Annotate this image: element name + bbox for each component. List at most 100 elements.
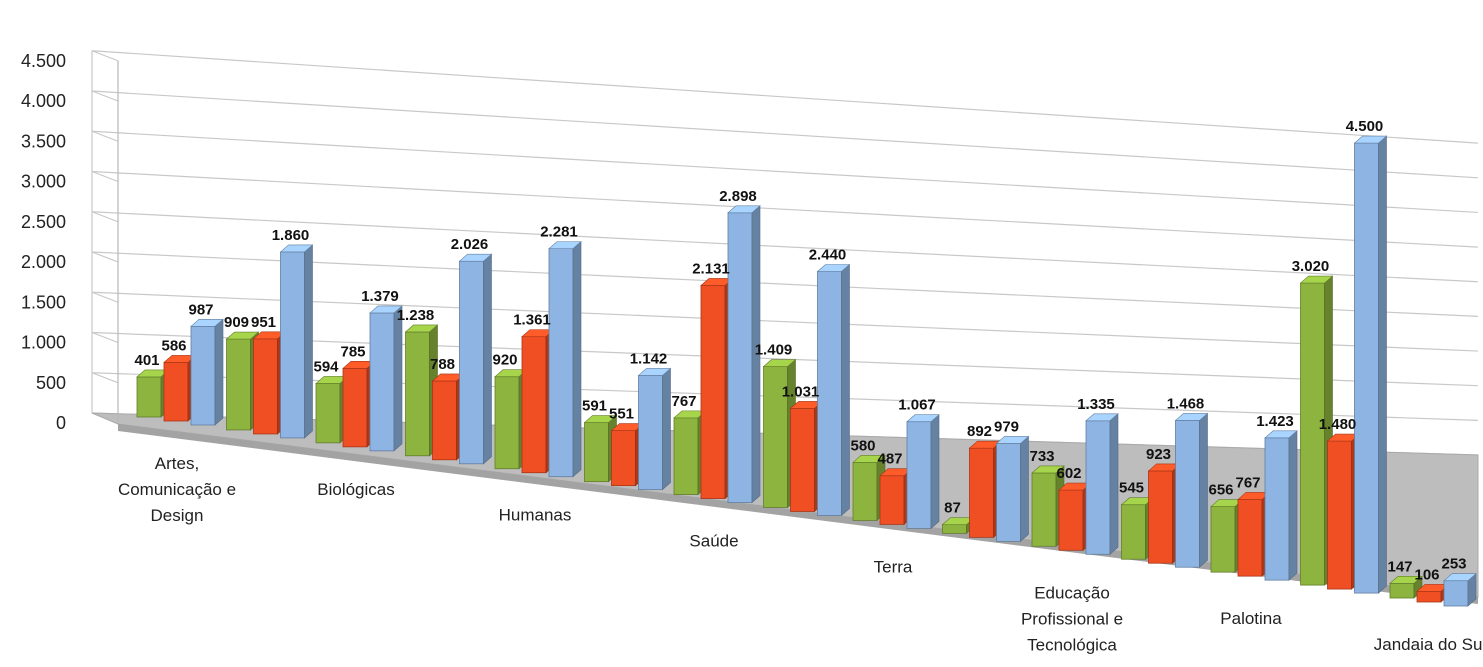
y-tick-label: 1.000 [21,333,66,353]
data-label: 545 [1119,480,1144,497]
bar [1353,135,1388,594]
y-tick-label: 3.500 [21,131,66,151]
side-grid-line [91,211,119,223]
grid-line [91,170,1479,248]
data-label: 4.500 [1346,118,1384,135]
bar [458,253,493,465]
bar [1058,482,1092,551]
data-label: 987 [188,301,213,318]
data-label: 1.480 [1319,416,1357,433]
data-label: 1.031 [782,383,820,400]
bar [190,318,224,426]
data-label: 253 [1441,556,1466,573]
data-label: 1.067 [898,397,936,414]
bar [1264,430,1298,581]
bars [136,135,1477,607]
category-label: Artes, Comunicação e Design [118,454,236,525]
category-labels: Artes, Comunicação e Design Biológicas Human… [118,454,1483,654]
side-grid-line [91,90,119,102]
data-label: 767 [1235,474,1260,491]
bar [404,324,439,457]
data-label: 147 [1387,558,1412,575]
data-label: 979 [994,418,1019,435]
data-label: 909 [224,314,249,331]
side-grid-line [91,50,119,62]
data-label: 788 [430,356,455,373]
data-label: 767 [671,393,696,410]
data-label: 1.468 [1167,395,1205,412]
grid-line [91,90,1479,179]
data-label: 892 [967,423,992,440]
bar [315,375,349,444]
category-label: Terra [874,557,913,576]
data-label: 586 [161,337,186,354]
data-label: 1.379 [361,288,399,305]
y-tick-label: 4.000 [21,91,66,111]
data-label: 951 [251,314,276,331]
side-grid-line [91,251,119,263]
side-grid-line [91,372,119,384]
y-tick-label: 2.000 [21,252,66,272]
data-label: 594 [313,358,339,375]
side-grid-line [91,331,119,344]
data-label: 923 [1146,446,1171,463]
category-label: Saúde [689,532,738,551]
bar [637,367,672,491]
grid-line [91,130,1479,214]
grid-line [91,50,1479,144]
data-label: 656 [1208,482,1233,499]
grid-line [91,211,1479,283]
y-tick-label: 0 [56,413,66,433]
data-label: 1.409 [755,342,793,359]
bar [279,244,314,439]
data-label: 487 [877,451,902,468]
y-tick-label: 500 [36,373,66,393]
data-label: 602 [1056,465,1081,482]
data-label: 1.142 [630,350,668,367]
y-axis: 0 500 1.000 1.500 2.000 2.500 3.000 3.500 4.000 4… [21,51,119,433]
y-tick-label: 2.500 [21,212,66,232]
data-label: 580 [850,437,875,454]
grid-line [91,291,1479,352]
side-grid-line [91,130,119,142]
data-label: 106 [1414,566,1439,583]
data-label: 591 [582,398,607,415]
data-label: 2.131 [692,260,730,277]
y-tick-label: 1.500 [21,292,66,312]
data-label: 3.020 [1292,258,1330,275]
bar [727,205,761,504]
data-label: 1.238 [397,307,435,324]
data-label: 551 [609,406,634,423]
bar [1443,573,1477,607]
data-label: 401 [134,352,159,369]
bar [1085,413,1119,555]
data-label: 733 [1029,448,1054,465]
bar [995,435,1030,543]
category-label: Educação Profissional e Tecnológica [1021,583,1123,654]
data-label: 2.440 [809,247,847,264]
category-label: Jandaia do Sul [1374,635,1483,654]
data-label: 2.281 [540,224,578,241]
grid-line [91,251,1479,317]
data-label: 920 [492,352,517,369]
data-label: 1.423 [1256,413,1294,430]
bar [548,240,582,478]
bar [816,263,851,517]
grid-line [91,331,1479,387]
y-tick-label: 4.500 [21,51,66,71]
bar [906,414,940,530]
side-grid-line [91,170,119,183]
data-label: 2.898 [719,188,757,205]
y-tick-label: 3.000 [21,172,66,192]
data-label: 1.335 [1077,396,1115,413]
data-label: 2.026 [451,236,489,253]
category-label: Biológicas [317,480,395,499]
data-label: 1.860 [272,227,310,244]
side-grid-line [91,291,119,303]
bar [1174,412,1209,568]
data-label: 1.361 [513,312,551,329]
data-label: 87 [944,500,961,517]
category-label: Humanas [499,506,572,525]
